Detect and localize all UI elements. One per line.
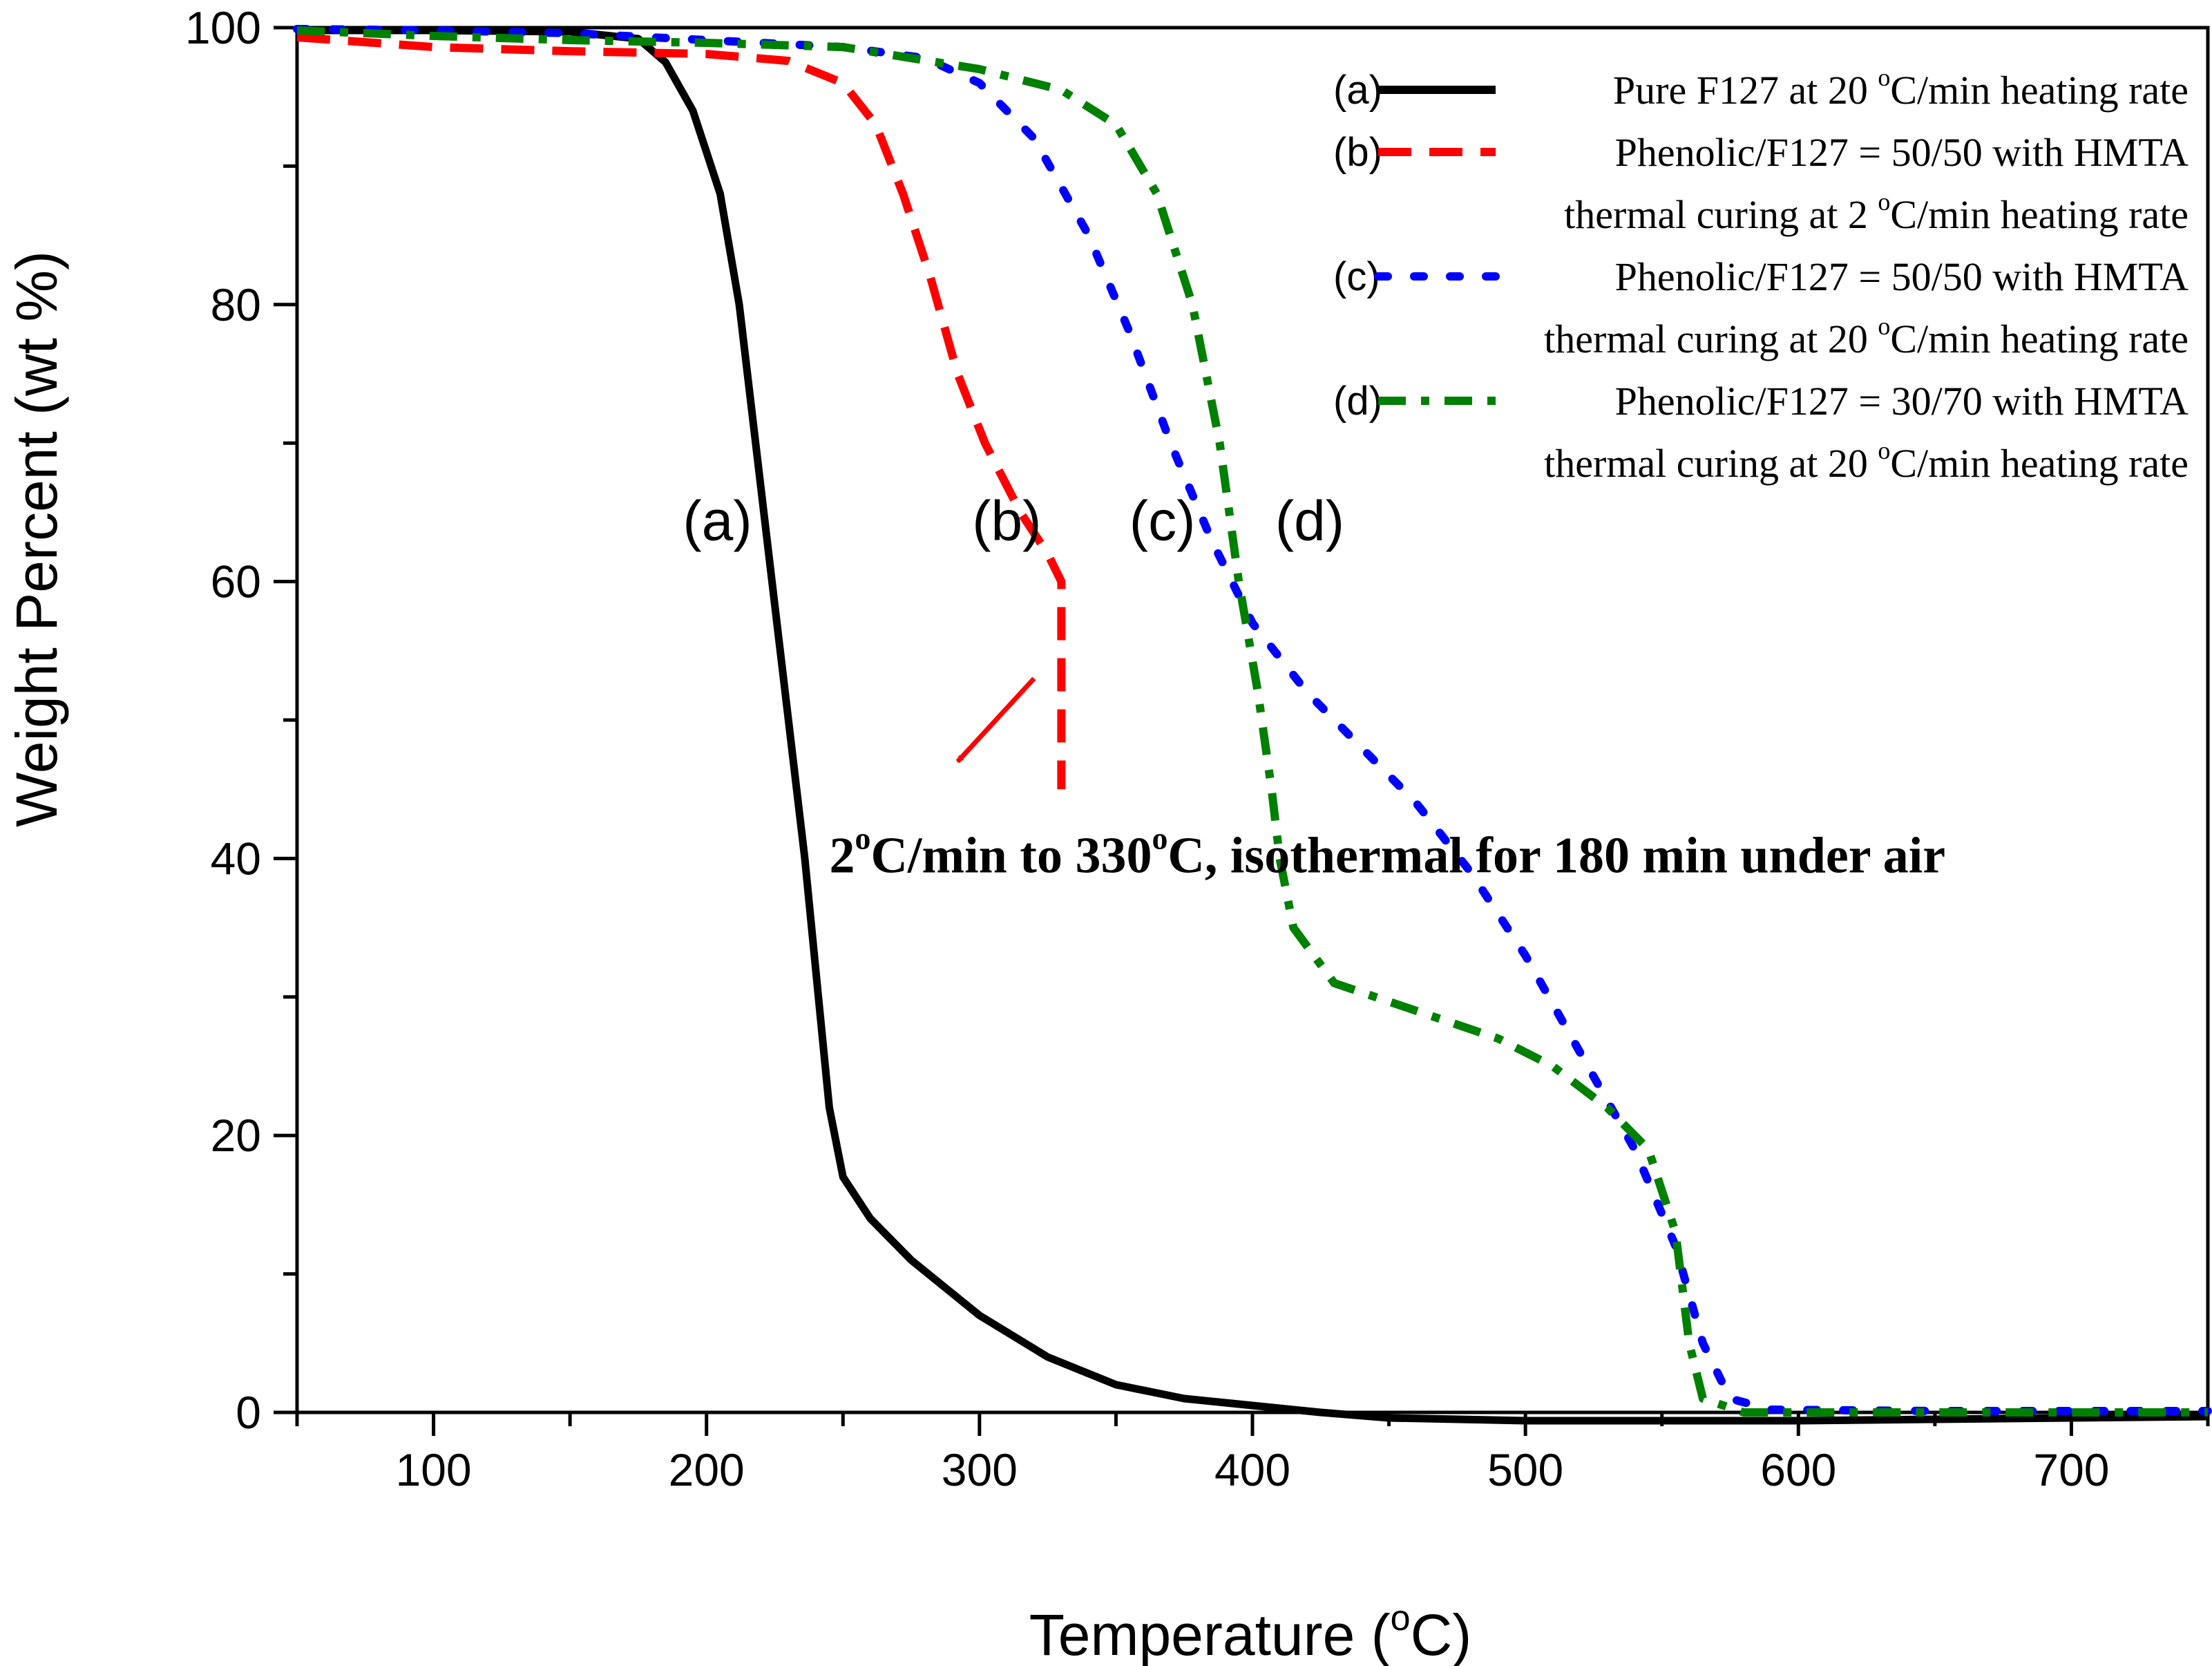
annotation: 2oC/min to 330oC, isothermal for 180 min… xyxy=(830,676,1946,884)
y-tick-label: 40 xyxy=(211,833,261,884)
y-tick-label: 0 xyxy=(236,1387,261,1438)
legend-tag: (d) xyxy=(1333,379,1382,424)
legend-label: thermal curing at 2 oC/min heating rate xyxy=(1564,188,2189,237)
x-axis-title: Temperature (oC) xyxy=(1029,1598,1471,1666)
legend-tag: (a) xyxy=(1333,68,1382,113)
x-tick-label: 700 xyxy=(2033,1444,2109,1495)
series-group xyxy=(293,25,2212,1425)
x-tick-label: 300 xyxy=(942,1444,1018,1495)
y-tick-label: 60 xyxy=(211,556,261,607)
annotation-arrow xyxy=(955,676,1036,764)
axis-ticks xyxy=(274,26,2210,1436)
x-tick-label: 400 xyxy=(1214,1444,1290,1495)
x-tick-label: 500 xyxy=(1487,1444,1563,1495)
legend-label: Phenolic/F127 = 50/50 with HMTA xyxy=(1615,254,2189,299)
curve-label: (a) xyxy=(683,489,752,552)
x-tick-label: 200 xyxy=(669,1444,745,1495)
curve-label: (c) xyxy=(1129,489,1196,552)
legend-label: thermal curing at 20 oC/min heating rate xyxy=(1544,437,2189,486)
legend-label: Pure F127 at 20 oC/min heating rate xyxy=(1613,64,2189,113)
legend-label: thermal curing at 20 oC/min heating rate xyxy=(1544,312,2189,361)
series-line-d xyxy=(296,26,2208,1417)
y-tick-label: 100 xyxy=(185,2,261,53)
y-tick-label: 80 xyxy=(211,279,261,330)
x-tick-labels: 100 200 300 400 500 600 700 xyxy=(396,1444,2110,1495)
y-tick-label: 20 xyxy=(211,1110,261,1161)
x-tick-label: 600 xyxy=(1760,1444,1836,1495)
legend-tag: (b) xyxy=(1333,130,1382,175)
x-tick-label: 100 xyxy=(396,1444,472,1495)
curve-label: (d) xyxy=(1275,489,1344,552)
legend: (a) Pure F127 at 20 oC/min heating rate (b… xyxy=(1333,64,2189,486)
y-axis-title: Weight Percent (wt %) xyxy=(4,251,69,827)
curve-labels: (a) (b) (c) (d) xyxy=(683,489,1344,552)
annotation-text: 2oC/min to 330oC, isothermal for 180 min… xyxy=(830,820,1946,884)
legend-label: Phenolic/F127 = 30/70 with HMTA xyxy=(1615,379,2189,424)
series-line-b xyxy=(296,33,1066,790)
y-tick-labels: 0 20 40 60 80 100 xyxy=(185,2,261,1438)
legend-tag: (c) xyxy=(1333,254,1380,299)
legend-label: Phenolic/F127 = 50/50 with HMTA xyxy=(1615,130,2189,175)
series-line-a xyxy=(297,26,2209,1425)
curve-label: (b) xyxy=(972,489,1041,552)
